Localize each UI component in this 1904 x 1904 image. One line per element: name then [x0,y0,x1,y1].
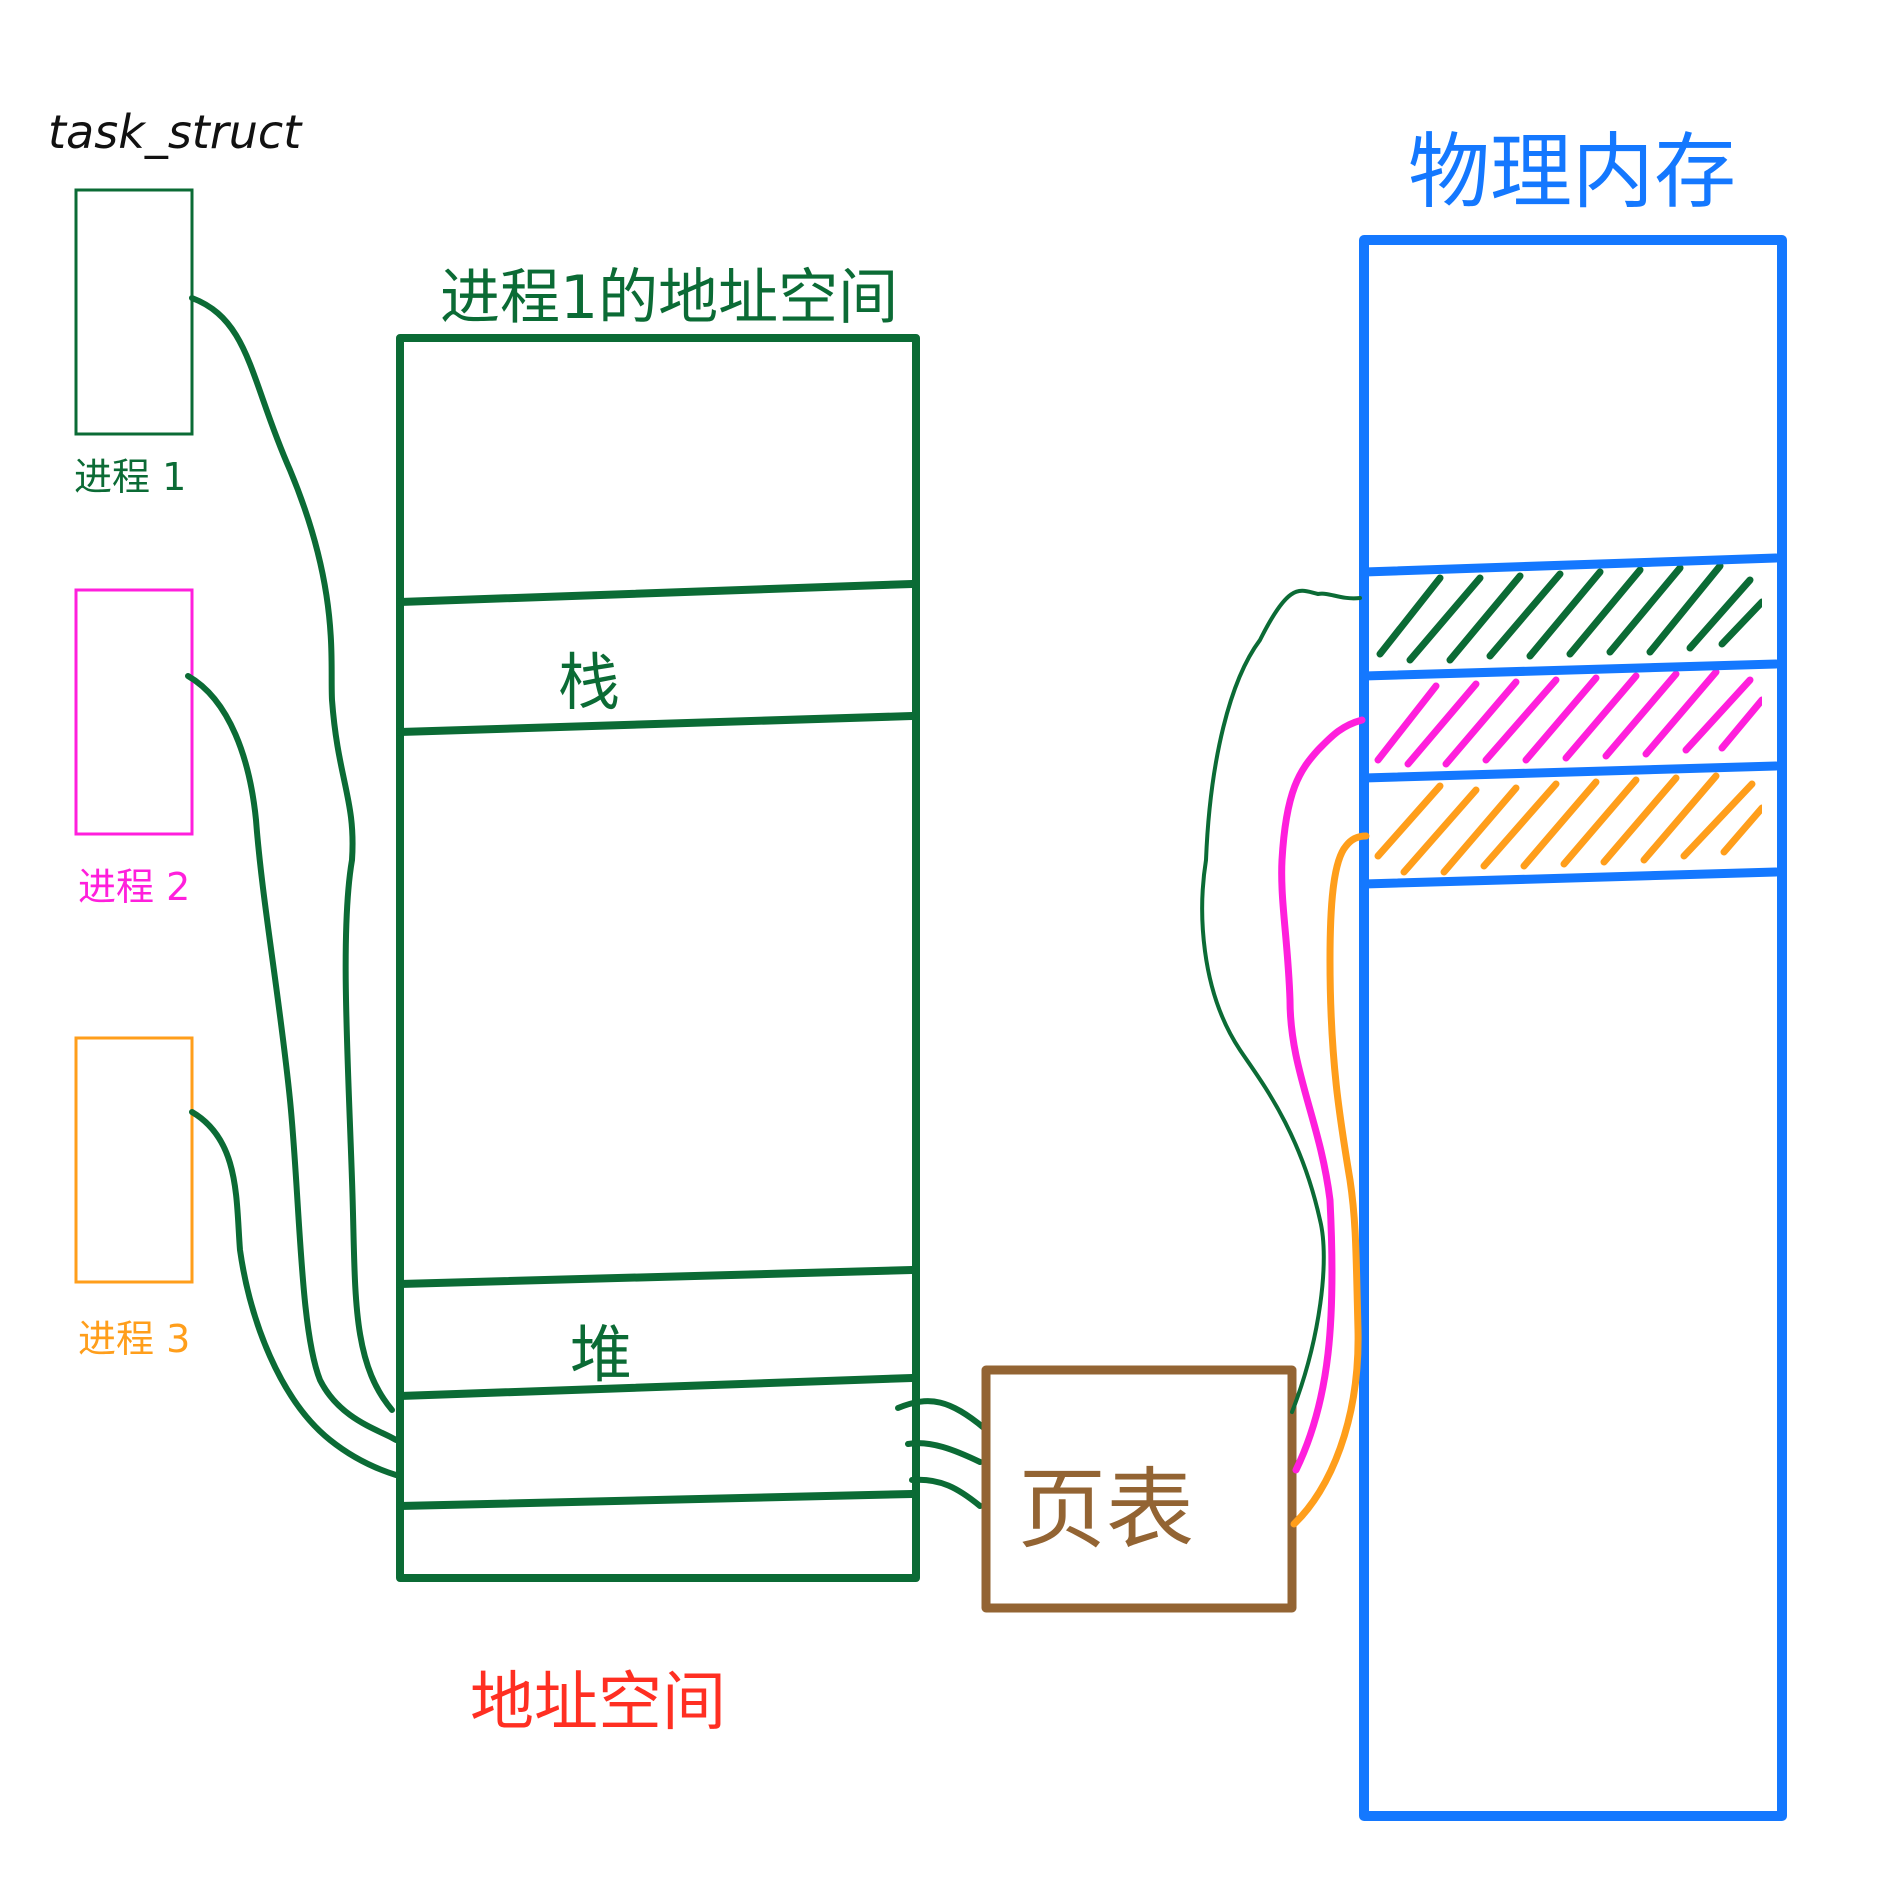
process3-box [74,1036,194,1284]
stack-label: 栈 [558,646,620,719]
task-struct-label: task_struct [48,105,303,159]
process1-box [74,188,194,436]
heap-to-pagetable-link-2 [905,1440,983,1465]
magenta-frame-hatch [1374,668,1762,768]
process2-box [74,588,194,836]
process1-link [189,295,395,1413]
pm-line-2 [1359,659,1781,681]
pm-line-1 [1359,553,1781,577]
green-frame-hatch [1376,562,1762,664]
pagetable-to-green-frame [1200,588,1362,1414]
heap-to-pagetable-link-1 [895,1398,987,1431]
process1-label: 进程 1 [74,455,186,499]
pagetable-to-orange-frame [1290,832,1370,1528]
pm-line-3 [1359,761,1781,783]
process3-label: 进程 3 [78,1317,190,1361]
physical-memory-box [1359,235,1787,1821]
address-space-title: 进程1的地址空间 [440,263,898,333]
heap-top-line [396,1266,916,1288]
physical-memory-title: 物理内存 [1408,125,1736,220]
process2-link [185,673,399,1443]
process3-link [189,1109,399,1478]
page-table-box [981,1365,1297,1613]
heap-label: 堆 [570,1318,632,1391]
lower-section-line [396,1490,916,1510]
stack-top-line [396,580,916,606]
pm-line-4 [1359,867,1781,889]
process2-label: 进程 2 [78,865,190,909]
address-space-box [396,334,920,1582]
address-space-caption: 地址空间 [470,1666,726,1740]
orange-frame-hatch [1374,772,1762,876]
page-table-label: 页表 [1018,1458,1194,1561]
heap-bottom-line [396,1374,916,1400]
pagetable-to-magenta-frame [1278,716,1366,1474]
heap-to-pagetable-link-3 [909,1476,983,1509]
stack-bottom-line [396,712,916,736]
